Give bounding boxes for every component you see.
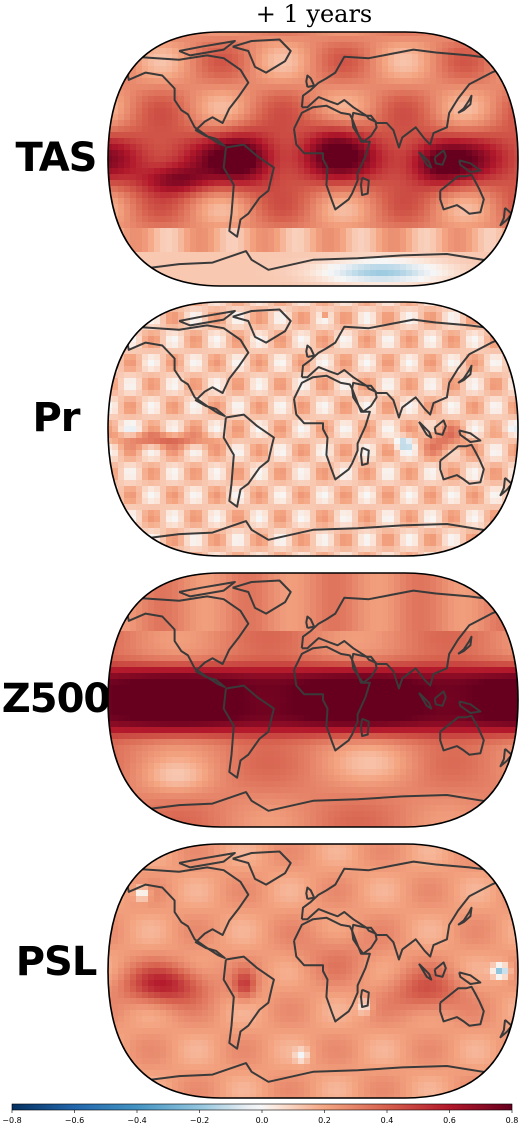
row-label-pr: Pr (32, 395, 80, 441)
colorbar-tick-label: 0.8 (505, 1116, 519, 1125)
anomaly-field (108, 844, 518, 1098)
map-border (107, 31, 519, 287)
coastlines (112, 308, 515, 543)
map-canvas (107, 31, 519, 287)
map-z500 (106, 571, 520, 829)
anomaly-field (108, 573, 518, 827)
map-canvas (107, 843, 519, 1099)
colorbar-tick-label: 0.4 (380, 1116, 394, 1125)
colorbar-tick-label: 0.6 (443, 1116, 456, 1125)
anomaly-field (108, 32, 518, 286)
map-tas (106, 30, 520, 288)
colorbar-tick-label: −0.6 (64, 1116, 85, 1125)
map-canvas (107, 301, 519, 557)
map-canvas (107, 572, 519, 828)
coastlines (112, 38, 515, 273)
map-border (107, 843, 519, 1099)
colorbar-tick-label: −0.4 (127, 1116, 147, 1125)
coastlines (112, 850, 515, 1085)
colorbar-tick-label: 0.2 (318, 1116, 331, 1125)
colorbar-ramp (11, 1103, 513, 1113)
anomaly-field (108, 302, 518, 556)
map-pr (106, 300, 520, 558)
colorbar: −0.8 −0.6 −0.4 −0.2 0.0 0.2 0.4 0.6 0.8 (0, 1100, 520, 1127)
row-label-z500: Z500 (1, 676, 112, 722)
colorbar-tick-label: −0.8 (2, 1116, 22, 1125)
row-label-tas: TAS (15, 135, 98, 181)
colorbar-tick-label: 0.0 (255, 1116, 269, 1125)
map-border (107, 301, 519, 557)
figure-title: + 1 years (255, 0, 373, 28)
map-border (107, 572, 519, 828)
map-psl (106, 842, 520, 1100)
row-label-psl: PSL (15, 939, 98, 985)
coastlines (112, 579, 515, 814)
colorbar-tick-label: −0.2 (189, 1116, 210, 1125)
